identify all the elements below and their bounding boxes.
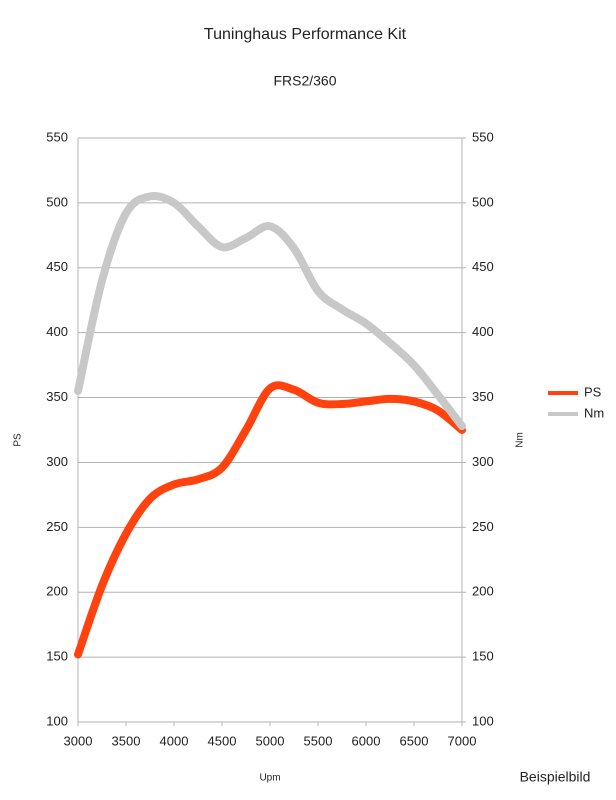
chart-title: Tuninghaus Performance Kit: [204, 26, 407, 43]
y2-tick-label: 200: [472, 584, 494, 599]
y2-tick-label: 500: [472, 194, 494, 209]
x-tick-label: 3500: [112, 733, 141, 748]
x-tick-label: 7000: [448, 733, 477, 748]
y-tick-label: 350: [46, 389, 68, 404]
x-tick-label: 6500: [400, 733, 429, 748]
y2-tick-label: 150: [472, 649, 494, 664]
y-tick-label: 500: [46, 194, 68, 209]
annotation: Beispielbild: [520, 769, 591, 785]
legend-label: PS: [584, 384, 602, 399]
y-tick-label: 550: [46, 129, 68, 144]
y-tick-label: 200: [46, 584, 68, 599]
chart-subtitle: FRS2/360: [273, 73, 336, 89]
y-tick-label: 250: [46, 519, 68, 534]
series-line: [74, 191, 466, 431]
y2-tick-label: 100: [472, 713, 494, 728]
y2-tick-label: 250: [472, 519, 494, 534]
y-tick-label: 450: [46, 259, 68, 274]
y2-tick-label: 450: [472, 259, 494, 274]
x-tick-label: 5000: [256, 733, 285, 748]
series-line: [74, 381, 466, 659]
y-tick-label: 100: [46, 713, 68, 728]
x-tick-label: 5500: [304, 733, 333, 748]
y2-tick-label: 350: [472, 389, 494, 404]
y2-tick-label: 550: [472, 129, 494, 144]
y-axis-label: PS: [13, 433, 24, 447]
y2-axis-label: Nm: [515, 432, 526, 448]
legend-label: Nm: [584, 405, 604, 420]
x-tick-label: 4000: [160, 733, 189, 748]
x-tick-label: 6000: [352, 733, 381, 748]
y-tick-label: 300: [46, 454, 68, 469]
y2-tick-label: 400: [472, 324, 494, 339]
y-tick-label: 150: [46, 649, 68, 664]
x-tick-label: 3000: [64, 733, 93, 748]
y2-tick-label: 300: [472, 454, 494, 469]
x-tick-label: 4500: [208, 733, 237, 748]
y-tick-label: 400: [46, 324, 68, 339]
x-axis-label: Upm: [259, 773, 280, 784]
